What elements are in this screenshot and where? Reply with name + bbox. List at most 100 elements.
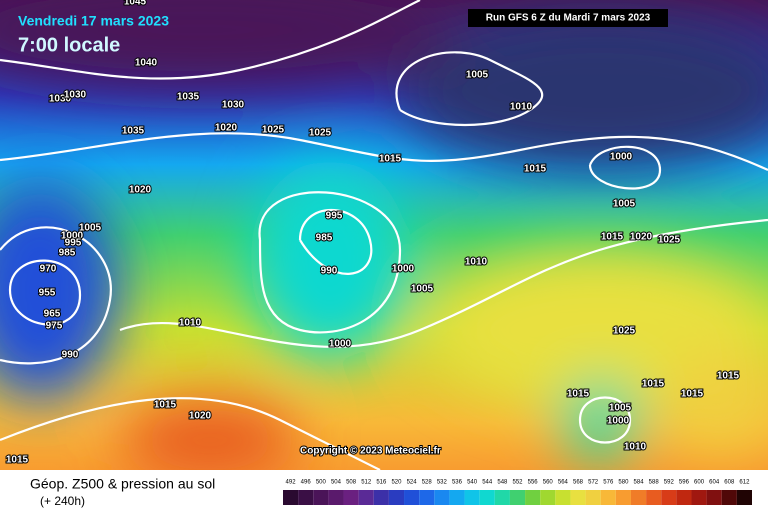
scale-label: 572 (588, 480, 599, 486)
isobar-label: 1035 (177, 92, 200, 103)
scale-label: 552 (512, 480, 523, 486)
isobar-label: 990 (321, 266, 338, 277)
scale-swatch (570, 490, 586, 505)
scale-label: 496 (301, 480, 312, 486)
isobar-label: 1005 (609, 403, 632, 414)
scale-label: 576 (603, 480, 614, 486)
run-info: Run GFS 6 Z du Mardi 7 mars 2023 (486, 13, 651, 24)
scale-label: 492 (286, 480, 297, 486)
isobar-label: 1005 (466, 70, 489, 81)
scale-swatch (449, 490, 465, 505)
map-date: Vendredi 17 mars 2023 (18, 13, 169, 29)
isobar-label: 1000 (329, 339, 352, 350)
scale-swatch (630, 490, 647, 505)
scale-swatch (343, 490, 359, 505)
scale-label: 568 (573, 480, 584, 486)
isobar-label: 985 (59, 248, 76, 259)
scale-label: 556 (528, 480, 539, 486)
isobar-label: 1015 (642, 379, 665, 390)
scale-label: 500 (316, 480, 327, 486)
scale-swatch (736, 490, 752, 505)
scale-swatch (525, 490, 541, 505)
isobar-label: 1020 (189, 411, 212, 422)
scale-swatch (358, 490, 374, 505)
isobar-label: 1005 (79, 223, 102, 234)
isobar-label: 1010 (510, 102, 533, 113)
isobar-label: 985 (316, 233, 333, 244)
isobar-label: 1025 (309, 128, 332, 139)
scale-label: 592 (664, 480, 675, 486)
scale-label: 608 (724, 480, 735, 486)
isobar-label: 1030 (222, 100, 245, 111)
scale-label: 612 (739, 480, 750, 486)
run-box (468, 9, 668, 27)
isobar-label: 1020 (129, 185, 152, 196)
scale-label: 548 (497, 480, 508, 486)
scale-label: 588 (649, 480, 660, 486)
scale-swatch (464, 490, 480, 505)
isobar-label: 1015 (6, 455, 29, 466)
footer-subtitle: (+ 240h) (40, 494, 85, 508)
isobar-label: 1015 (524, 164, 547, 175)
scale-label: 604 (709, 480, 720, 486)
isobar-label: 1035 (122, 126, 145, 137)
isobar-label: 1015 (681, 389, 704, 400)
isobar-label: 955 (39, 288, 56, 299)
scale-swatch (434, 490, 450, 505)
scale-label: 512 (361, 480, 372, 486)
isobar-label: 1000 (61, 231, 84, 242)
scale-label: 524 (407, 480, 418, 486)
color-scale: 492 496 500 504 508 512 516 520 524 528 532 536 540 5… (283, 480, 752, 505)
scale-swatch (585, 490, 601, 505)
scale-swatch (388, 490, 405, 505)
isobar-label: 1025 (262, 125, 285, 136)
scale-label: 540 (467, 480, 478, 486)
isobar-label: 970 (40, 264, 57, 275)
map-background (0, 0, 768, 480)
isobar-label: 1015 (567, 389, 590, 400)
scale-swatch (706, 490, 722, 505)
isobar-label: 1015 (379, 154, 402, 165)
copyright: Copyright © 2023 Meteociel.fr (300, 446, 441, 457)
scale-label: 532 (437, 480, 448, 486)
isobar-label: 1030 (64, 90, 87, 101)
scale-label: 600 (694, 480, 705, 486)
scale-label: 508 (346, 480, 357, 486)
scale-swatch (404, 490, 420, 505)
scale-label: 504 (331, 480, 342, 486)
scale-label: 560 (543, 480, 554, 486)
scale-swatch (661, 490, 677, 505)
isobar-label: 1015 (717, 371, 740, 382)
isobar-label: 1015 (601, 232, 624, 243)
isobar-label: 1000 (392, 264, 415, 275)
isobar-label: 1000 (607, 416, 630, 427)
isobar-label: 1030 (49, 94, 72, 105)
scale-swatch (328, 490, 344, 505)
isobar-label: 995 (65, 238, 82, 249)
scale-swatch (298, 490, 314, 505)
isobar-label: 1010 (624, 442, 647, 453)
footer-title: Géop. Z500 & pression au sol (30, 476, 215, 492)
isobar-label: 1040 (135, 58, 158, 69)
isobar-label: 1020 (630, 232, 653, 243)
scale-swatch (646, 490, 662, 505)
scale-swatch (555, 490, 571, 505)
scale-label: 580 (618, 480, 629, 486)
scale-swatch (419, 490, 435, 505)
isobar-label: 1000 (610, 152, 633, 163)
scale-label: 528 (422, 480, 433, 486)
scale-swatch (283, 490, 299, 505)
isobar-label: 1010 (179, 318, 202, 329)
scale-label: 520 (391, 480, 402, 486)
scale-swatch (494, 490, 510, 505)
scale-swatch (509, 490, 526, 505)
scale-label: 544 (482, 480, 493, 486)
scale-swatch (313, 490, 329, 505)
isobar-label: 1025 (613, 326, 636, 337)
scale-label: 536 (452, 480, 463, 486)
scale-swatch (676, 490, 692, 505)
isobar-label: 1005 (411, 284, 434, 295)
scale-swatch (615, 490, 631, 505)
